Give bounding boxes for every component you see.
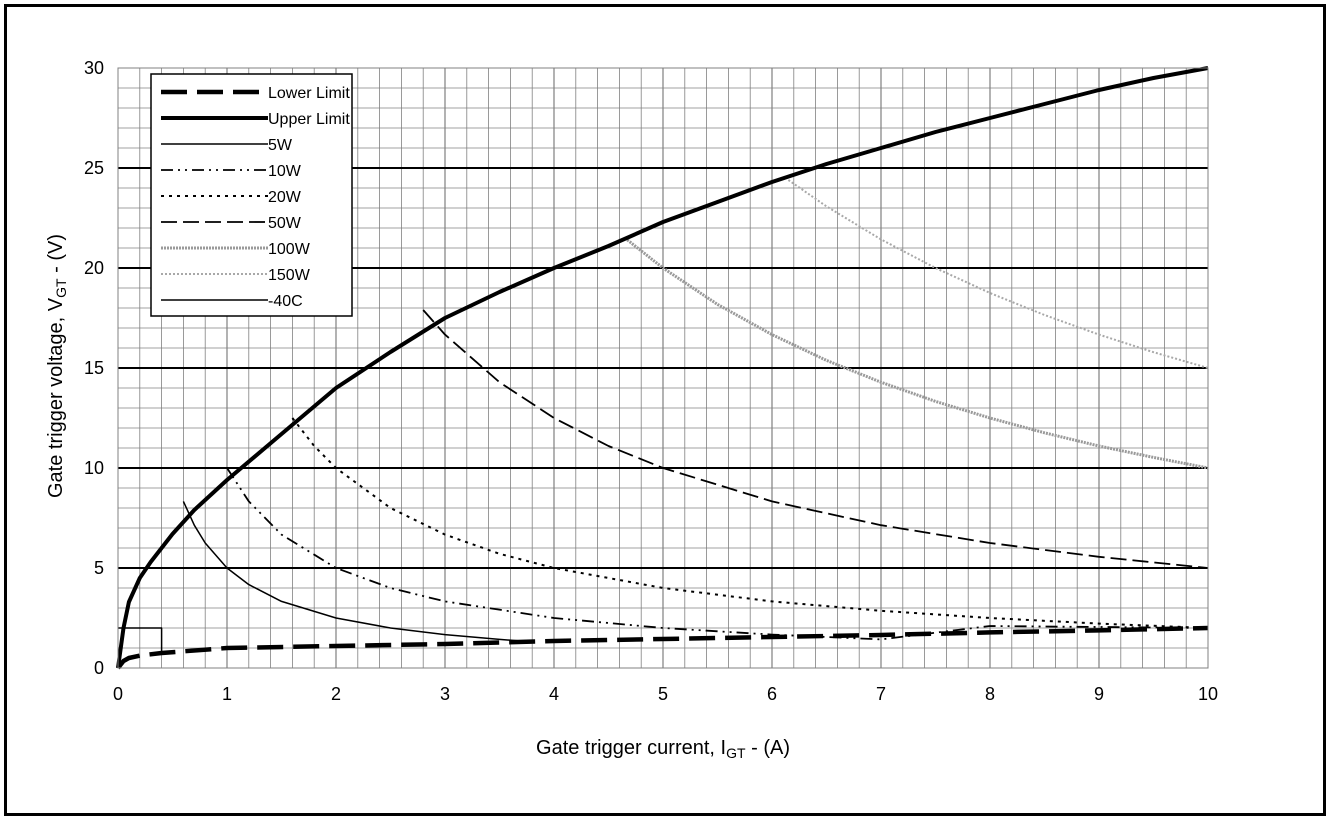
- y-tick-label: 10: [84, 458, 104, 478]
- chart-frame: [4, 4, 1326, 816]
- legend-label-10w: 10W: [268, 163, 302, 180]
- x-tick-label: 1: [222, 684, 232, 704]
- y-axis-title-tail: - (V): [45, 234, 67, 278]
- x-tick-label: 7: [876, 684, 886, 704]
- y-tick-label: 20: [84, 258, 104, 278]
- series-line-50w: [422, 309, 1209, 569]
- x-tick-label: 4: [549, 684, 559, 704]
- legend-label-5w: 5W: [268, 137, 293, 154]
- x-tick-label: 9: [1094, 684, 1104, 704]
- legend-label-20w: 20W: [268, 189, 302, 206]
- series-line-100w: [623, 236, 1209, 470]
- x-tick-label: 0: [113, 684, 123, 704]
- y-tick-label: 30: [84, 58, 104, 78]
- y-axis-title: Gate trigger voltage, VGT - (V): [45, 234, 69, 498]
- y-axis-title-sub: GT: [53, 278, 69, 298]
- series-line-5w: [182, 501, 522, 642]
- legend-label-100w: 100W: [268, 241, 311, 258]
- x-tick-label: 10: [1198, 684, 1218, 704]
- legend-label-lower-limit: Lower Limit: [268, 85, 350, 102]
- y-axis-title-main: Gate trigger voltage, V: [45, 297, 67, 498]
- x-axis-title: Gate trigger current, IGT - (A): [536, 737, 790, 761]
- x-axis-title-tail: - (A): [746, 737, 790, 759]
- series-line-upper-limit: [116, 66, 1209, 669]
- x-axis-title-sub: GT: [726, 745, 746, 761]
- series-line-40c: [118, 627, 163, 655]
- axes: 0 1 2 3 4 5 6 7 8 9 10 0 5 10 15 20 25 30: [84, 58, 1218, 704]
- legend: Lower Limit Upper Limit 5W 10W 20W 50W 100W 150…: [150, 73, 353, 317]
- y-tick-label: 0: [94, 658, 104, 678]
- legend-label-150w: 150W: [268, 267, 311, 284]
- y-tick-label: 5: [94, 558, 104, 578]
- series-line-lower-limit: [116, 625, 1209, 670]
- legend-label-40c: -40C: [268, 293, 303, 310]
- series-lines: [116, 66, 1209, 670]
- series-line-10w: [226, 467, 1209, 641]
- y-tick-label: 25: [84, 158, 104, 178]
- y-tick-label: 15: [84, 358, 104, 378]
- x-tick-label: 3: [440, 684, 450, 704]
- x-tick-label: 5: [658, 684, 668, 704]
- x-tick-label: 6: [767, 684, 777, 704]
- legend-label-upper-limit: Upper Limit: [268, 111, 350, 128]
- x-axis-title-main: Gate trigger current, I: [536, 737, 726, 759]
- x-tick-label: 2: [331, 684, 341, 704]
- x-tick-label: 8: [985, 684, 995, 704]
- plot-border: [117, 67, 1209, 669]
- series-line-20w: [291, 417, 1209, 629]
- legend-label-50w: 50W: [268, 215, 302, 232]
